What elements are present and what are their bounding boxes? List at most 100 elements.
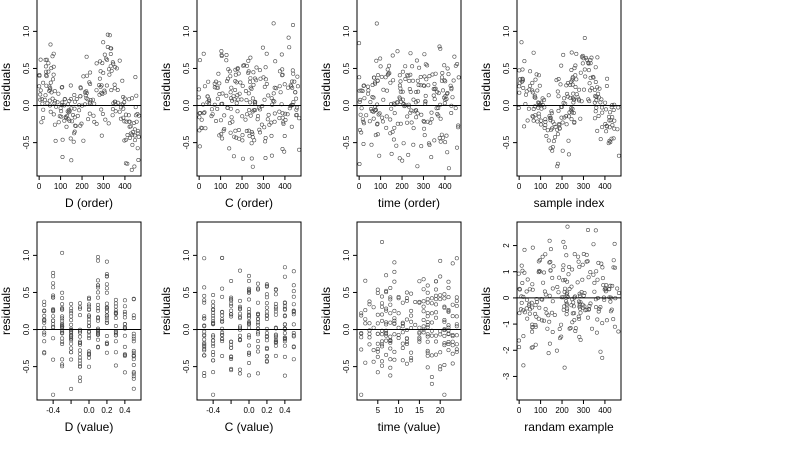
- data-point: [255, 311, 260, 316]
- data-point: [446, 309, 451, 314]
- data-point: [249, 141, 254, 146]
- data-point: [282, 335, 287, 340]
- y-tick-label: 1.0: [182, 249, 191, 261]
- data-point: [234, 80, 239, 85]
- data-point: [211, 392, 216, 397]
- data-point: [78, 334, 83, 339]
- data-point: [570, 82, 575, 87]
- data-point: [541, 280, 546, 285]
- data-point: [122, 344, 127, 349]
- data-point: [588, 75, 593, 80]
- data-point: [42, 308, 47, 313]
- data-point: [202, 342, 207, 347]
- data-point: [203, 126, 208, 131]
- data-point: [264, 82, 269, 87]
- data-point: [220, 326, 225, 331]
- data-point: [437, 44, 442, 49]
- data-point: [131, 374, 136, 379]
- data-point: [446, 166, 451, 171]
- data-point: [40, 101, 45, 106]
- data-point: [574, 77, 579, 82]
- data-point: [88, 70, 93, 75]
- data-point: [51, 270, 56, 275]
- data-point: [438, 332, 443, 337]
- data-point: [236, 97, 241, 102]
- data-point: [530, 90, 535, 95]
- data-point: [131, 371, 136, 376]
- data-point: [450, 261, 455, 266]
- data-point: [573, 63, 578, 68]
- data-point: [429, 117, 434, 122]
- data-point: [446, 331, 451, 336]
- data-point: [561, 52, 566, 57]
- data-point: [404, 336, 409, 341]
- y-tick-label: -3: [502, 372, 511, 380]
- data-point: [612, 126, 617, 131]
- data-point: [238, 316, 243, 321]
- data-point: [611, 317, 616, 322]
- data-point: [48, 80, 53, 85]
- data-point: [404, 296, 409, 301]
- data-point: [421, 317, 426, 322]
- data-point: [247, 297, 252, 302]
- data-point: [202, 332, 207, 337]
- data-point: [282, 149, 287, 154]
- data-point: [282, 354, 287, 359]
- data-point: [78, 351, 83, 356]
- data-point: [587, 303, 592, 308]
- data-point: [524, 306, 529, 311]
- data-point: [410, 78, 415, 83]
- data-point: [567, 110, 572, 115]
- data-point: [234, 101, 239, 106]
- data-point: [239, 97, 244, 102]
- data-point: [211, 322, 216, 327]
- data-point: [78, 330, 83, 335]
- data-point: [400, 321, 405, 326]
- data-point: [575, 280, 580, 285]
- data-point: [580, 53, 585, 58]
- data-point: [566, 152, 571, 157]
- data-point: [530, 282, 535, 287]
- data-point: [565, 290, 570, 295]
- data-point: [517, 345, 522, 350]
- data-point: [395, 49, 400, 54]
- data-point: [72, 93, 77, 98]
- plot-frame: [356, 221, 462, 401]
- data-point: [363, 317, 368, 322]
- data-point: [390, 53, 395, 58]
- y-tick-label: 0.0: [182, 99, 191, 111]
- data-point: [38, 88, 43, 93]
- data-point: [439, 78, 444, 83]
- data-point: [387, 63, 392, 68]
- data-point: [264, 354, 269, 359]
- data-point: [228, 90, 233, 95]
- data-point: [534, 296, 539, 301]
- data-point: [546, 313, 551, 318]
- data-point: [262, 125, 267, 130]
- data-point: [438, 350, 443, 355]
- data-point: [572, 318, 577, 323]
- data-point: [264, 51, 269, 56]
- data-point: [550, 286, 555, 291]
- data-point: [282, 300, 287, 305]
- data-point: [217, 81, 222, 86]
- data-point: [442, 333, 447, 338]
- data-point: [72, 131, 77, 136]
- data-point: [247, 333, 252, 338]
- data-point: [527, 311, 532, 316]
- data-point: [559, 295, 564, 300]
- data-point: [78, 123, 83, 128]
- data-point: [449, 85, 454, 90]
- data-point: [122, 321, 127, 326]
- data-point: [39, 120, 44, 125]
- data-point: [440, 71, 445, 76]
- data-point: [541, 318, 546, 323]
- data-point: [592, 289, 597, 294]
- data-point: [294, 96, 299, 101]
- data-point: [600, 276, 605, 281]
- data-point: [431, 87, 436, 92]
- data-point: [229, 295, 234, 300]
- data-point: [247, 108, 252, 113]
- data-point: [388, 338, 393, 343]
